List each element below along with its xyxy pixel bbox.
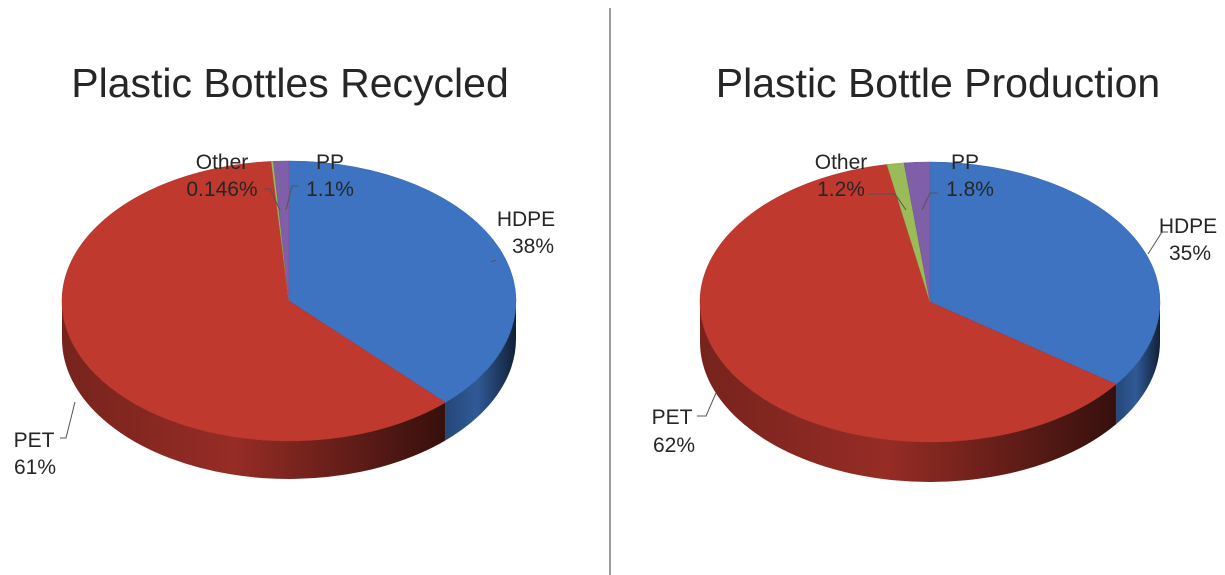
slice-label-name-pp: PP (951, 151, 979, 174)
leader-line-hdpe (1147, 231, 1168, 255)
leader-line-hdpe (490, 259, 497, 263)
slice-label-value-pet: 62% (653, 434, 695, 457)
label-group-recycled: Other 0.146% PP 1.1% HDPE 38% PET 61% (14, 151, 556, 479)
leader-line-pp (285, 185, 299, 211)
slice-label-name-pet: PET (652, 406, 693, 429)
slice-label-name-hdpe: HDPE (497, 208, 555, 231)
pie-chart-production (699, 161, 1161, 482)
pie-side-hdpe (445, 301, 516, 441)
pie-slice-pp (903, 161, 931, 303)
chart-title-production: Plastic Bottle Production (716, 60, 1160, 106)
slice-label-name-hdpe: HDPE (1159, 215, 1217, 238)
slice-label-name-other: Other (196, 151, 249, 174)
pie-slice-pp (273, 160, 290, 302)
leader-line-pp (921, 192, 938, 211)
slice-label-value-hdpe: 38% (512, 235, 554, 258)
slice-label-name-pet: PET (14, 429, 55, 452)
pie-slice-hdpe (288, 160, 517, 403)
slice-label-value-pet: 61% (14, 456, 56, 479)
leader-line-pet (60, 401, 76, 439)
slice-label-name-other: Other (815, 151, 868, 174)
slice-label-value-other: 0.146% (186, 178, 257, 201)
label-group-production: Other 1.2% PP 1.8% HDPE 35% PET 62% (652, 151, 1218, 457)
chart-title-recycled: Plastic Bottles Recycled (71, 60, 509, 106)
leader-line-pet (697, 392, 717, 417)
slice-label-value-pp: 1.1% (306, 178, 354, 201)
pie-slice-hdpe (929, 161, 1161, 385)
pie-side-hdpe (1116, 302, 1160, 425)
slice-label-value-other: 1.2% (817, 178, 865, 201)
pie-chart-recycled (61, 160, 517, 479)
leader-line-other (868, 193, 907, 211)
leader-line-other (264, 188, 281, 211)
pie-side-pet (699, 302, 1117, 482)
slice-label-value-hdpe: 35% (1169, 242, 1211, 265)
pie-slice-pet (699, 164, 1117, 443)
pie-side-pet (62, 301, 446, 479)
slice-label-name-pp: PP (316, 151, 344, 174)
pie-slice-pet (61, 161, 446, 442)
slice-label-value-pp: 1.8% (946, 178, 994, 201)
